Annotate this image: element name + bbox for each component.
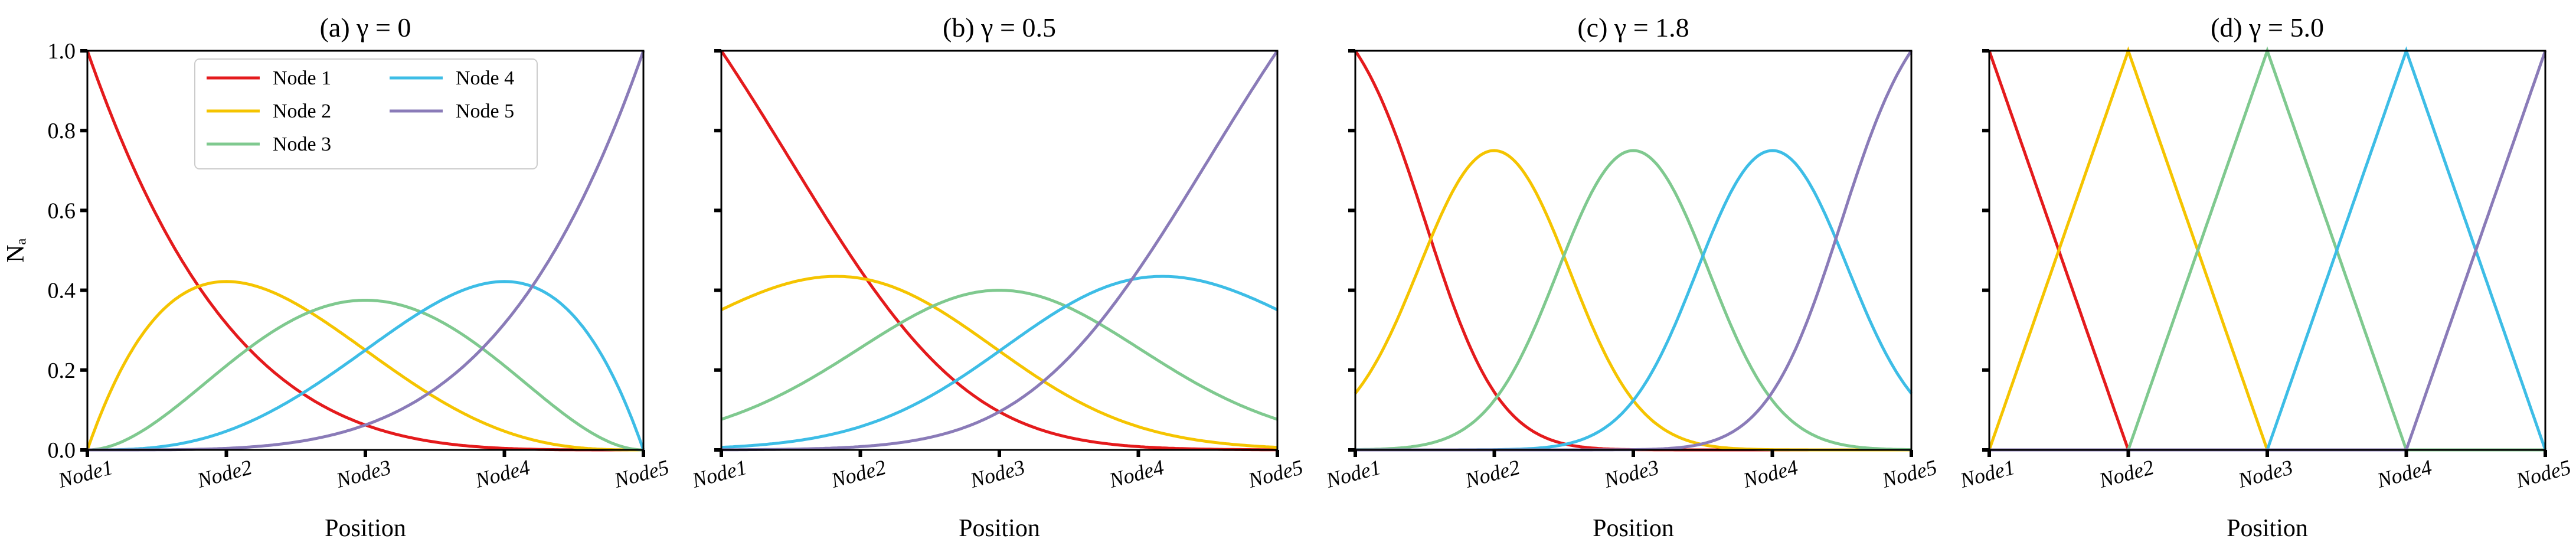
x-tick-label: Node4 — [2374, 455, 2434, 492]
x-axis-label: Position — [1593, 515, 1674, 542]
y-tick-label: 0.0 — [48, 438, 76, 463]
panel-title: (a) γ = 0 — [320, 12, 411, 43]
x-tick-label: Node5 — [2513, 455, 2573, 492]
plot-frame — [1988, 50, 2546, 451]
x-tick-label: Node2 — [194, 455, 254, 492]
series-line-node-5 — [1989, 50, 2547, 452]
y-tick-label: 0.8 — [48, 119, 76, 143]
legend-label: Node 5 — [456, 100, 514, 122]
y-tick-label: 0.6 — [48, 198, 76, 223]
series-line-node-5 — [721, 50, 1279, 452]
x-tick-label: Node4 — [472, 455, 532, 492]
series-line-node-4 — [87, 280, 645, 452]
series-line-node-3 — [721, 289, 1278, 421]
y-tick-label: 0.2 — [48, 358, 76, 383]
series-line-node-4 — [1355, 149, 1913, 452]
x-tick-label: Node3 — [333, 455, 393, 492]
x-tick-label: Node3 — [1601, 455, 1661, 492]
x-tick-label: Node2 — [828, 455, 888, 492]
x-tick-label: Node4 — [1106, 455, 1166, 492]
y-axis-label: Nₐ — [2, 238, 30, 263]
series-line-node-2 — [1354, 149, 1911, 452]
x-tick-label: Node2 — [1462, 455, 1522, 492]
legend-label: Node 2 — [273, 100, 331, 122]
series-line-node-1 — [1987, 50, 2545, 452]
x-tick-label: Node5 — [1879, 455, 1939, 492]
x-axis-label: Position — [325, 515, 406, 542]
x-tick-label: Node1 — [1957, 455, 2017, 492]
chart-panel-3: Node1 Node2 Node3 Node4 Node5 (c) γ = 1.8 Posi… — [1323, 12, 1939, 542]
chart-panel-2: Node1 Node2 Node3 Node4 Node5 (b) γ = 0.5 Posi… — [689, 12, 1305, 542]
x-axis-label: Position — [959, 515, 1040, 542]
y-tick-label: 0.4 — [48, 279, 76, 303]
series-line-node-1 — [720, 50, 1277, 452]
y-tick-label: 1.0 — [48, 39, 76, 64]
plot-frame — [1354, 50, 1913, 451]
panel-title: (d) γ = 5.0 — [2211, 12, 2324, 43]
chart-panel-4: Node1 Node2 Node3 Node4 Node5 (d) γ = 5.0 Posi… — [1957, 12, 2573, 542]
panel-title: (c) γ = 1.8 — [1577, 12, 1689, 43]
series-line-node-3 — [1355, 149, 1912, 452]
series-line-node-3 — [87, 299, 644, 452]
legend-box — [194, 58, 538, 169]
legend-label: Node 3 — [273, 133, 331, 155]
x-tick-label: Node2 — [2096, 455, 2156, 492]
x-tick-label: Node3 — [967, 455, 1027, 492]
series-line-node-2 — [1987, 46, 2545, 452]
panel-title: (b) γ = 0.5 — [943, 12, 1056, 43]
legend: Node 1 Node 2 Node 3 Node 4 Node 5 — [194, 58, 538, 169]
x-tick-label: Node1 — [1323, 455, 1383, 492]
legend-label: Node 4 — [456, 67, 514, 89]
series-line-node-2 — [720, 275, 1278, 449]
x-tick-label: Node5 — [611, 455, 671, 492]
plot-frame — [720, 50, 1279, 451]
series-line-node-1 — [1354, 50, 1911, 452]
series-line-node-5 — [1355, 50, 1913, 452]
x-tick-label: Node3 — [2235, 455, 2295, 492]
x-tick-label: Node1 — [689, 455, 749, 492]
series-line-node-4 — [1989, 46, 2547, 452]
series-line-node-3 — [1989, 46, 2545, 452]
x-axis-label: Position — [2227, 515, 2308, 542]
series-line-node-4 — [721, 275, 1279, 449]
legend-label: Node 1 — [273, 67, 331, 89]
x-tick-label: Node4 — [1740, 455, 1800, 492]
x-tick-label: Node5 — [1245, 455, 1305, 492]
